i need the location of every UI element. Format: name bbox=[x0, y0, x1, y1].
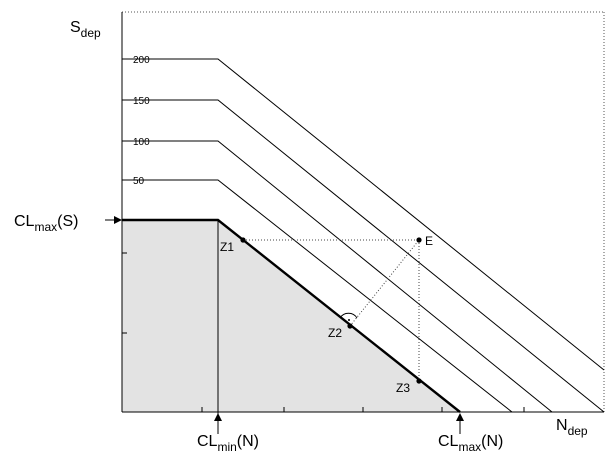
label-z2: Z2 bbox=[328, 326, 342, 340]
right-angle-marker bbox=[339, 312, 358, 319]
iso-line-200 bbox=[122, 58, 605, 371]
cl-max-n-main: CL bbox=[438, 433, 459, 450]
iso-line-150 bbox=[122, 99, 605, 413]
iso-line-50 bbox=[122, 179, 513, 413]
point-z1 bbox=[240, 237, 246, 243]
cl-max-s-arrow-head bbox=[114, 216, 122, 224]
x-axis-label: Ndep bbox=[556, 417, 588, 438]
cl-max-n-sub: max bbox=[458, 440, 481, 454]
iso-label-50: 50 bbox=[133, 176, 145, 187]
y-axis-label-sub: dep bbox=[81, 26, 101, 40]
label-z1: Z1 bbox=[220, 240, 234, 254]
cl-min-n-suffix: (N) bbox=[237, 433, 259, 450]
cl-max-n-label: CLmax(N) bbox=[438, 433, 503, 454]
cl-max-s-label: CLmax(S) bbox=[14, 213, 78, 234]
cl-min-n-label: CLmin(N) bbox=[197, 433, 259, 454]
y-axis-label-main: S bbox=[70, 19, 81, 36]
cl-max-s-sub: max bbox=[34, 220, 57, 234]
cl-max-n-suffix: (N) bbox=[481, 433, 503, 450]
iso-label-100: 100 bbox=[133, 137, 150, 148]
y-axis-label: Sdep bbox=[70, 19, 101, 40]
x-axis-label-main: N bbox=[556, 417, 568, 434]
x-axis-label-sub: dep bbox=[568, 424, 588, 438]
x-axis-ticks bbox=[201, 407, 525, 412]
cl-max-n-arrow-head bbox=[456, 413, 464, 421]
iso-line-100 bbox=[122, 140, 553, 413]
cl-min-n-arrow-head bbox=[214, 413, 222, 421]
feasible-region bbox=[122, 220, 460, 412]
cl-min-n-sub: min bbox=[217, 440, 236, 454]
label-e: E bbox=[425, 234, 433, 248]
iso-label-150: 150 bbox=[133, 96, 150, 107]
label-z3: Z3 bbox=[396, 381, 410, 395]
right-angle-dot bbox=[348, 319, 350, 321]
point-z2 bbox=[347, 323, 353, 329]
cl-min-n-main: CL bbox=[197, 433, 218, 450]
z2-e-guide bbox=[349, 239, 420, 327]
cl-max-s-main: CL bbox=[14, 213, 35, 230]
cl-max-s-suffix: (S) bbox=[57, 213, 78, 230]
point-z3 bbox=[416, 378, 422, 384]
point-e bbox=[416, 237, 422, 243]
iso-label-200: 200 bbox=[133, 55, 150, 66]
